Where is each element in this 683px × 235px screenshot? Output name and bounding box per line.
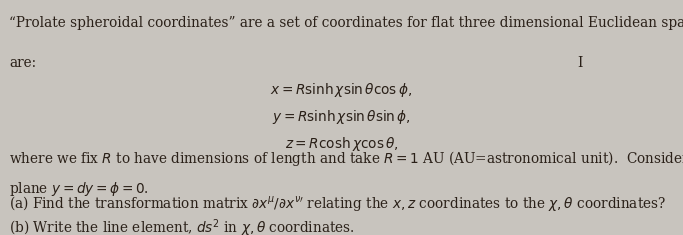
Text: I: I: [577, 56, 583, 70]
Text: are:: are:: [9, 56, 36, 70]
Text: (b) Write the line element, $ds^2$ in $\chi, \theta$ coordinates.: (b) Write the line element, $ds^2$ in $\…: [9, 217, 354, 235]
Text: $x = R\sinh\chi\sin\theta\cos\phi,$: $x = R\sinh\chi\sin\theta\cos\phi,$: [270, 81, 413, 99]
Text: $z = R\cosh\chi\cos\theta,$: $z = R\cosh\chi\cos\theta,$: [285, 135, 398, 153]
Text: (a) Find the transformation matrix $\partial x^{\mu}/\partial x^{\nu\prime}$ rel: (a) Find the transformation matrix $\par…: [9, 194, 666, 213]
Text: plane $y = dy = \phi = 0$.: plane $y = dy = \phi = 0$.: [9, 180, 149, 198]
Text: where we fix $R$ to have dimensions of length and take $R = 1$ AU (AU=astronomic: where we fix $R$ to have dimensions of l…: [9, 149, 683, 168]
Text: $y = R\sinh\chi\sin\theta\sin\phi,$: $y = R\sinh\chi\sin\theta\sin\phi,$: [272, 108, 411, 126]
Text: “Prolate spheroidal coordinates” are a set of coordinates for flat three dimensi: “Prolate spheroidal coordinates” are a s…: [9, 16, 683, 31]
